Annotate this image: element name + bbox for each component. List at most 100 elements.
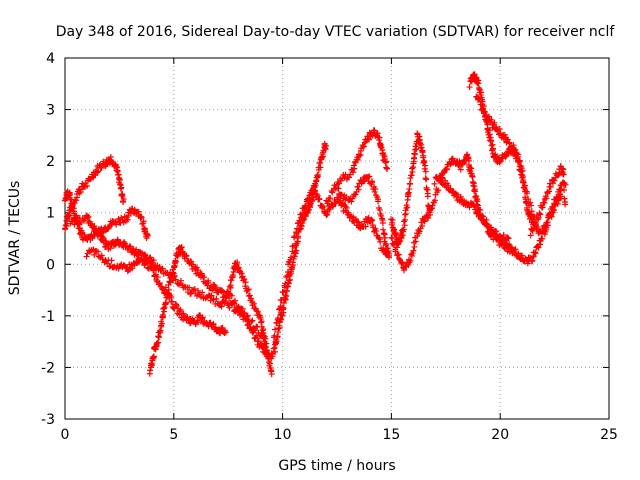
data-point	[457, 166, 464, 173]
data-point	[207, 319, 214, 326]
data-point	[254, 308, 261, 315]
data-point	[195, 267, 202, 274]
data-point	[150, 267, 157, 274]
data-point	[299, 210, 306, 217]
data-point	[365, 135, 372, 142]
data-point	[213, 295, 220, 302]
data-point	[548, 209, 555, 216]
data-point	[412, 238, 419, 245]
data-point	[229, 272, 236, 279]
data-point	[382, 158, 389, 165]
data-point	[466, 84, 473, 91]
data-point	[275, 315, 282, 322]
data-point	[146, 260, 153, 267]
data-point	[173, 301, 180, 308]
data-point	[541, 195, 548, 202]
data-point	[144, 232, 151, 239]
data-point	[529, 257, 536, 264]
data-point	[147, 367, 154, 374]
data-point	[362, 223, 369, 230]
data-point	[383, 164, 390, 171]
data-point	[62, 222, 69, 229]
data-point	[524, 190, 531, 197]
data-point	[334, 181, 341, 188]
data-point	[407, 257, 414, 264]
data-point	[535, 214, 542, 221]
data-point	[352, 191, 359, 198]
data-point	[443, 166, 450, 173]
data-point	[96, 229, 103, 236]
data-point	[98, 165, 105, 172]
data-point	[350, 169, 357, 176]
data-point	[413, 146, 420, 153]
data-point	[504, 234, 511, 241]
data-point	[435, 187, 442, 194]
data-point	[355, 219, 362, 226]
data-point	[83, 183, 90, 190]
data-point	[488, 224, 495, 231]
data-point	[511, 248, 518, 255]
data-point	[338, 201, 345, 208]
y-tick-label: -3	[41, 412, 55, 428]
x-axis-label: GPS time / hours	[278, 458, 395, 474]
data-point	[195, 319, 202, 326]
data-point	[480, 103, 487, 110]
data-point	[375, 196, 382, 203]
data-point	[124, 216, 131, 223]
data-point	[459, 160, 466, 167]
data-point	[457, 193, 464, 200]
data-point	[438, 172, 445, 179]
data-point	[407, 180, 414, 187]
x-tick-label: 20	[491, 427, 509, 443]
data-point	[516, 158, 523, 165]
y-tick-label: 2	[46, 154, 55, 170]
data-point	[113, 221, 120, 228]
data-point	[420, 154, 427, 161]
data-point	[242, 279, 249, 286]
data-point	[244, 287, 251, 294]
data-point	[290, 242, 297, 249]
data-point	[410, 247, 417, 254]
data-point	[218, 303, 225, 310]
data-point	[138, 214, 145, 221]
series-sat-n	[473, 93, 537, 228]
data-point	[156, 279, 163, 286]
data-point	[408, 252, 415, 259]
data-point	[411, 150, 418, 157]
data-point	[168, 273, 175, 280]
data-point	[379, 219, 386, 226]
data-point	[543, 195, 550, 202]
data-point	[421, 159, 428, 166]
data-point	[500, 231, 507, 238]
data-point	[271, 332, 278, 339]
data-point	[77, 188, 84, 195]
data-point	[529, 227, 536, 234]
data-point	[337, 197, 344, 204]
data-point	[354, 183, 361, 190]
data-point	[283, 288, 290, 295]
data-point	[231, 300, 238, 307]
data-point	[422, 175, 429, 182]
data-point	[268, 350, 275, 357]
data-point	[454, 192, 461, 199]
data-point	[226, 304, 233, 311]
data-point	[356, 152, 363, 159]
series-sat-k	[388, 151, 565, 274]
data-point	[282, 280, 289, 287]
data-point	[279, 312, 286, 319]
data-point	[551, 177, 558, 184]
data-point	[507, 244, 514, 251]
data-point	[531, 224, 538, 231]
y-axis-label: SDTVAR / TECUs	[7, 181, 23, 296]
data-point	[159, 265, 166, 272]
data-point	[401, 222, 408, 229]
data-point	[248, 318, 255, 325]
data-point	[115, 215, 122, 222]
data-point	[107, 245, 114, 252]
data-point	[208, 292, 215, 299]
data-point	[388, 221, 395, 228]
data-point	[331, 182, 338, 189]
data-point	[342, 203, 349, 210]
series-sat-e	[146, 244, 275, 378]
data-point	[368, 216, 375, 223]
